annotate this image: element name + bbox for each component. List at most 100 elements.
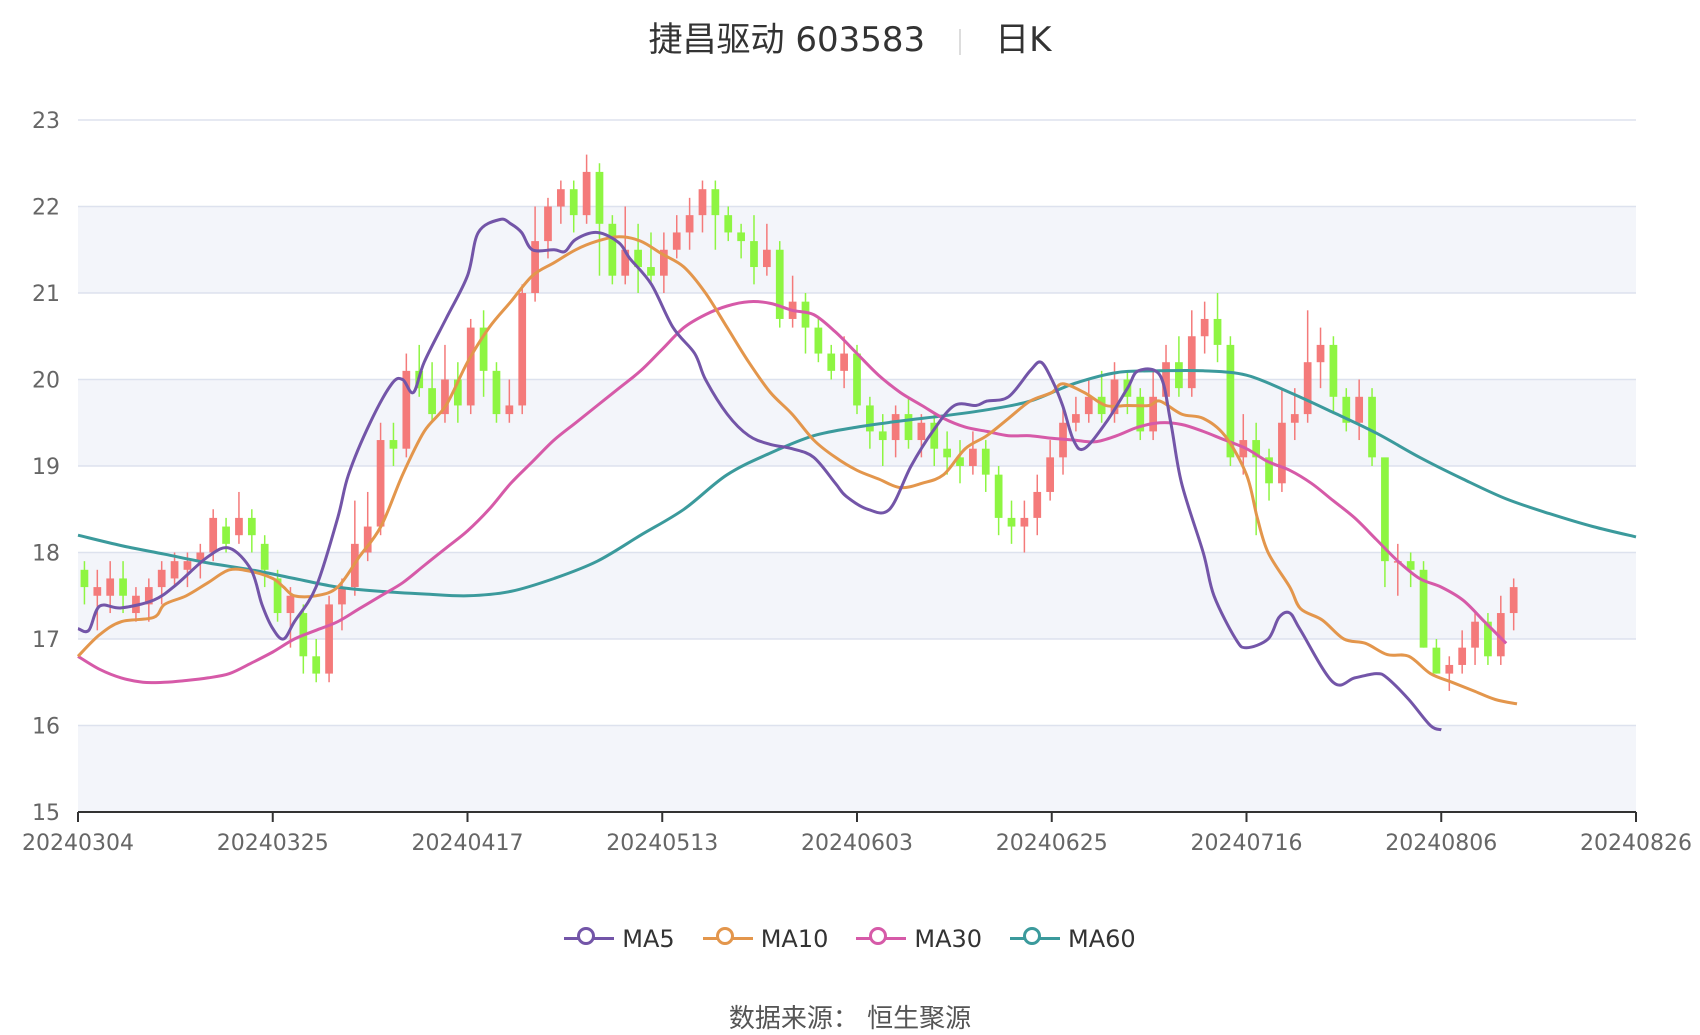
y-tick-label: 15 (32, 801, 60, 826)
candlesticks (80, 154, 1518, 691)
legend-ma5[interactable]: MA5 (564, 924, 675, 953)
candle (621, 206, 630, 285)
candle (363, 491, 372, 562)
y-tick-label: 20 (32, 369, 60, 394)
x-tick-label: 20240603 (801, 831, 913, 856)
candle (492, 362, 501, 423)
legend-label: MA5 (622, 924, 675, 953)
candle (1432, 639, 1441, 674)
candle (441, 344, 449, 423)
candle (1316, 327, 1325, 389)
candle (827, 344, 836, 380)
candle (994, 466, 1003, 536)
stock-name: 捷昌驱动 603583 (648, 20, 926, 60)
candle (1046, 440, 1055, 501)
candle (1406, 552, 1415, 588)
candle (376, 422, 385, 536)
candle (428, 362, 436, 423)
candle (273, 569, 282, 622)
x-tick-label: 20240304 (22, 831, 134, 856)
candle (518, 284, 527, 415)
y-tick-label: 18 (32, 542, 60, 567)
candle (647, 232, 655, 285)
candle (247, 509, 256, 553)
candle (569, 180, 578, 233)
moving-average-lines (76, 217, 1637, 732)
legend-marker (856, 927, 907, 945)
candle (1020, 500, 1029, 553)
candle (659, 232, 668, 293)
candle (350, 500, 359, 596)
candle (775, 241, 784, 328)
ma5-line (77, 217, 1442, 732)
x-tick-label: 20240826 (1580, 831, 1692, 856)
x-tick-label: 20240417 (412, 831, 524, 856)
candle (1072, 396, 1080, 432)
candle (106, 561, 115, 614)
candle (170, 552, 179, 588)
data-source: 数据来源： 恒生聚源 (728, 1004, 972, 1034)
y-tick-label: 21 (32, 282, 60, 307)
candle (505, 379, 514, 423)
chart-title: 捷昌驱动 603583 日K (0, 12, 1700, 61)
legend-ma60[interactable]: MA60 (1010, 925, 1136, 953)
candle (1368, 388, 1376, 466)
candle (685, 197, 694, 250)
candle (737, 223, 745, 259)
candle (1213, 293, 1222, 363)
candle (956, 440, 964, 484)
legend-label: MA30 (914, 924, 983, 953)
candle (1458, 630, 1467, 674)
candle (891, 405, 900, 458)
candle (1419, 561, 1428, 648)
candle (1329, 336, 1338, 415)
candle (698, 180, 707, 233)
candle (930, 414, 939, 466)
candle (1484, 613, 1492, 665)
candle (801, 293, 810, 354)
candle (840, 336, 848, 389)
legend-marker (564, 927, 615, 945)
candle (1342, 388, 1351, 432)
y-tick-label: 19 (32, 455, 60, 480)
legend-ma10[interactable]: MA10 (702, 925, 828, 953)
legend-label: MA60 (1068, 924, 1136, 953)
candle (582, 154, 591, 224)
candle (1496, 595, 1505, 665)
candle (1136, 388, 1145, 441)
candle (1355, 379, 1364, 441)
candle (1278, 388, 1286, 492)
candle (453, 362, 462, 423)
candle (1290, 388, 1299, 441)
candle (814, 318, 823, 363)
candle (763, 223, 771, 276)
candle (969, 431, 977, 475)
candle (1265, 448, 1273, 501)
x-tick-label: 20240625 (996, 831, 1108, 856)
candle (312, 639, 321, 683)
y-tick-label: 22 (32, 196, 60, 221)
candle (119, 561, 127, 614)
title-separator (959, 28, 962, 55)
candle (634, 223, 642, 293)
grid-band (78, 725, 1636, 812)
candle (479, 310, 488, 397)
candle (544, 197, 552, 259)
y-tick-label: 16 (32, 715, 60, 740)
candle (711, 180, 720, 250)
background-bands (78, 206, 1636, 812)
candle (608, 215, 617, 285)
grid-band (78, 206, 1636, 293)
candle (466, 318, 475, 415)
candle (1084, 379, 1093, 423)
candle (1175, 336, 1183, 397)
ma30-line (77, 300, 1508, 685)
legend-ma30[interactable]: MA30 (856, 925, 982, 953)
candle (144, 578, 153, 622)
candle (1097, 370, 1106, 423)
candle (93, 569, 102, 631)
candle (389, 422, 398, 466)
y-tick-label: 17 (32, 628, 60, 653)
y-axis: 15 16 17 18 19 20 21 22 23 (32, 109, 60, 826)
candle (325, 595, 333, 683)
